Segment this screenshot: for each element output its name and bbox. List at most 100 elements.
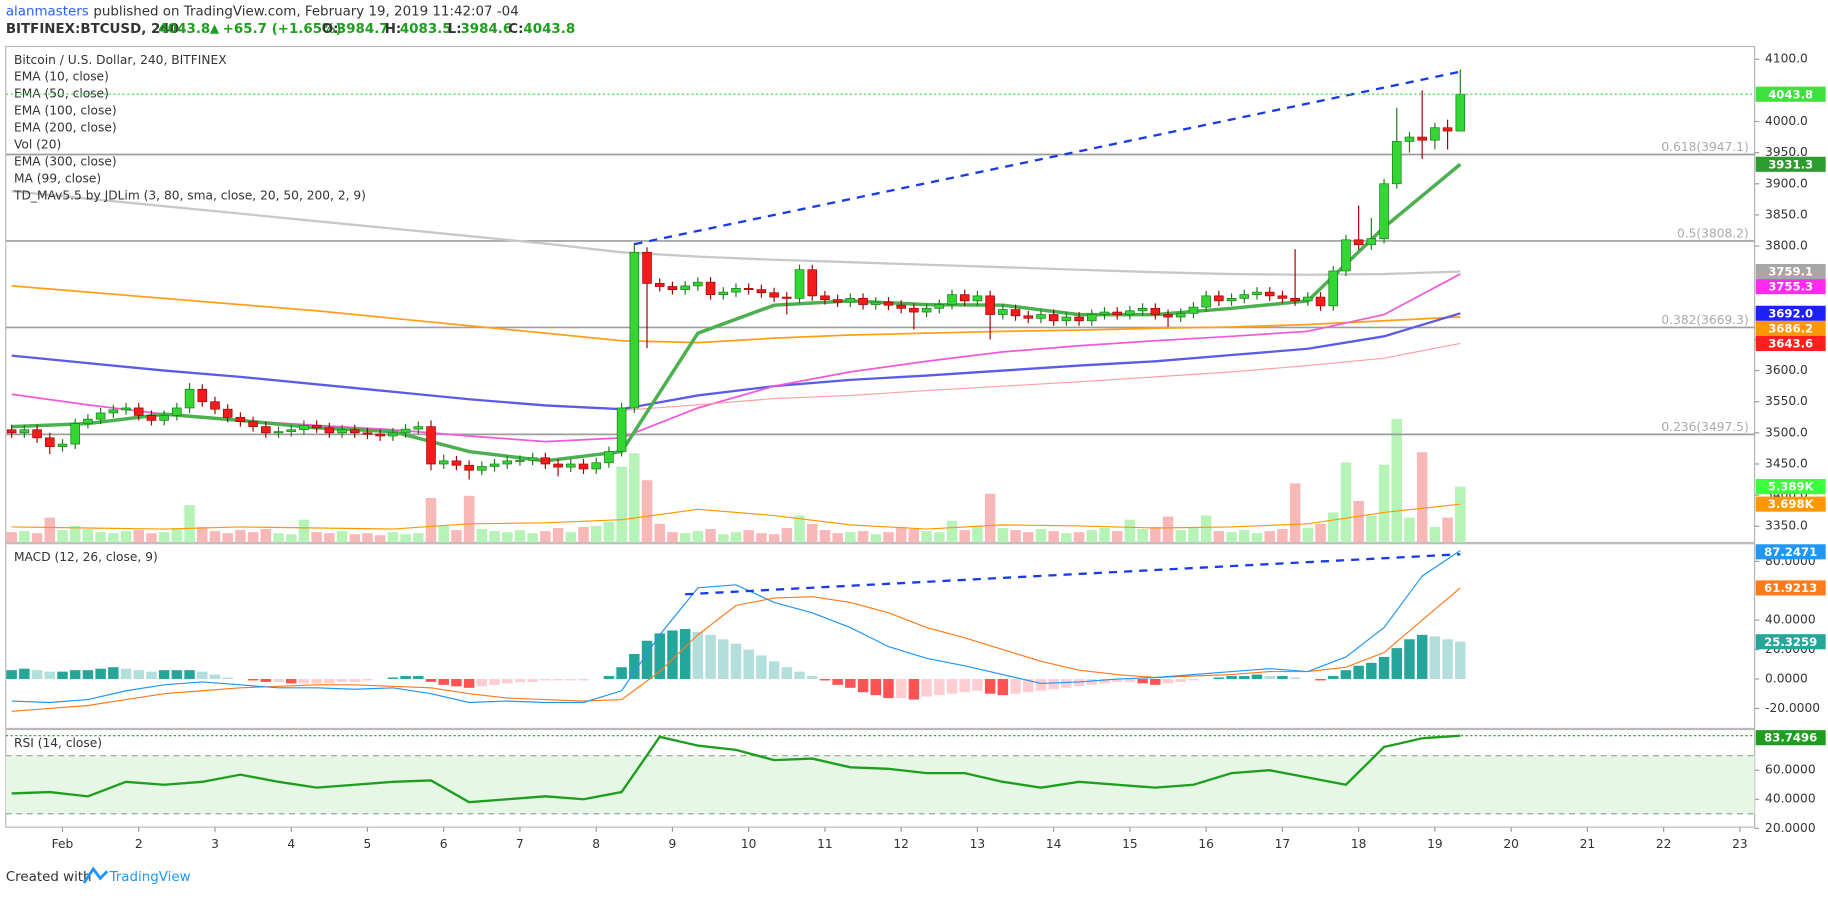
candle-body <box>197 388 208 403</box>
volume-ma <box>11 503 1461 530</box>
x-tick-label: 21 <box>1580 837 1596 851</box>
volume-bar <box>387 532 399 543</box>
brand[interactable]: TradingView <box>109 870 191 885</box>
volume-bar <box>451 530 462 543</box>
volume-bar <box>756 533 767 543</box>
y-tick-label: 60.0000 <box>1765 763 1816 777</box>
volume-bar <box>6 532 17 543</box>
candle-body <box>324 427 335 434</box>
volume-bar <box>413 533 424 543</box>
histogram-bar <box>1099 678 1110 684</box>
x-tick-label: 18 <box>1351 837 1367 851</box>
candle-body <box>1188 306 1199 314</box>
candle-body <box>1061 316 1072 322</box>
histogram-bar <box>972 678 983 691</box>
fib-label: 0.236(3497.5) <box>1661 420 1748 434</box>
volume-bar <box>667 532 678 543</box>
candle-body <box>515 459 525 462</box>
candle-body <box>286 429 297 432</box>
volume-bar <box>1442 517 1453 543</box>
x-tick-label: 2 <box>135 837 143 851</box>
histogram-bar <box>1137 678 1148 684</box>
histogram-bar <box>946 678 958 694</box>
price-label-box <box>1755 544 1826 560</box>
volume-bar <box>718 534 729 543</box>
candle-body <box>1404 136 1415 142</box>
tradingview-logo[interactable]: TradingView <box>82 866 191 885</box>
histogram-bar <box>209 674 221 679</box>
histogram-bar <box>1048 678 1059 690</box>
histogram-bar <box>247 678 259 681</box>
ohlc-value: 3984.6 <box>460 22 512 37</box>
histogram-bar <box>260 678 272 682</box>
y-tick-label: 3800.0 <box>1765 239 1808 253</box>
candle-body <box>769 292 779 298</box>
volume-bar <box>1073 532 1085 543</box>
price-label: 3686.2 <box>1768 321 1813 335</box>
candle-body <box>273 431 284 434</box>
volume-bar <box>44 517 56 543</box>
histogram-bar <box>1023 678 1034 693</box>
x-tick-label: 3 <box>211 837 219 851</box>
candle-body <box>32 429 42 439</box>
candle-body <box>553 463 563 468</box>
histogram-bar <box>1213 677 1225 679</box>
candle-body <box>832 299 843 303</box>
candle-body <box>896 304 906 309</box>
y-tick-label: -20.0000 <box>1765 701 1820 715</box>
volume-bar <box>1404 517 1415 543</box>
y-tick-label: 3500.0 <box>1765 425 1808 439</box>
volume-bar <box>336 531 348 543</box>
histogram-bar <box>197 671 208 679</box>
volume-bar <box>857 531 869 543</box>
volume-bar <box>590 525 602 543</box>
volume-bar <box>552 527 564 543</box>
histogram-bar <box>1124 678 1136 682</box>
candle-body <box>337 429 347 434</box>
volume-bar <box>209 531 221 543</box>
histogram-bar <box>679 628 691 679</box>
histogram-bar <box>616 667 627 679</box>
volume-bar <box>514 530 526 543</box>
candle-body <box>400 428 411 434</box>
candle-body <box>6 429 17 434</box>
candle-body <box>680 285 690 290</box>
volume-bar <box>146 533 157 543</box>
candle-body <box>45 437 55 447</box>
ohlc-label: H: <box>385 22 402 37</box>
fib-label: 0.5(3808.2) <box>1677 226 1749 240</box>
candle-body <box>1010 309 1021 317</box>
histogram-bar <box>95 668 106 679</box>
main-plot: 0.618(3947.1) 0.5(3808.2) 0.382(3669.3) 0.2… <box>5 69 1755 543</box>
candle-body <box>909 307 919 313</box>
candle-body <box>222 408 233 418</box>
histogram-bar <box>857 678 869 693</box>
histogram-bar <box>921 678 932 697</box>
histogram-bar <box>527 678 538 682</box>
logo-icon[interactable] <box>82 866 109 884</box>
volume-bar <box>654 523 665 543</box>
volume-bar <box>222 533 233 543</box>
candle-body <box>629 251 640 409</box>
candle-body <box>70 423 80 445</box>
histogram-bar <box>1315 678 1326 681</box>
candle-body <box>210 401 220 410</box>
candle-body <box>667 286 678 290</box>
volume-bar <box>1277 529 1288 543</box>
legend-entry: EMA (100, close) <box>14 104 117 118</box>
candle-body <box>1353 239 1364 246</box>
author-link[interactable]: alanmasters <box>6 5 89 20</box>
y-tick-label: 40.0000 <box>1765 792 1816 806</box>
volume-bar <box>1111 531 1123 543</box>
candle-body <box>1048 314 1059 322</box>
volume-bar <box>349 534 361 543</box>
histogram-bar <box>362 678 373 681</box>
volume-bar <box>705 529 716 543</box>
candle-body <box>133 407 144 416</box>
volume-bar <box>908 529 920 543</box>
histogram-bar <box>413 676 424 679</box>
candle-body <box>248 421 258 427</box>
price-label: 61.9213 <box>1764 581 1817 595</box>
volume-bar <box>565 532 577 543</box>
volume-bar <box>603 521 615 543</box>
